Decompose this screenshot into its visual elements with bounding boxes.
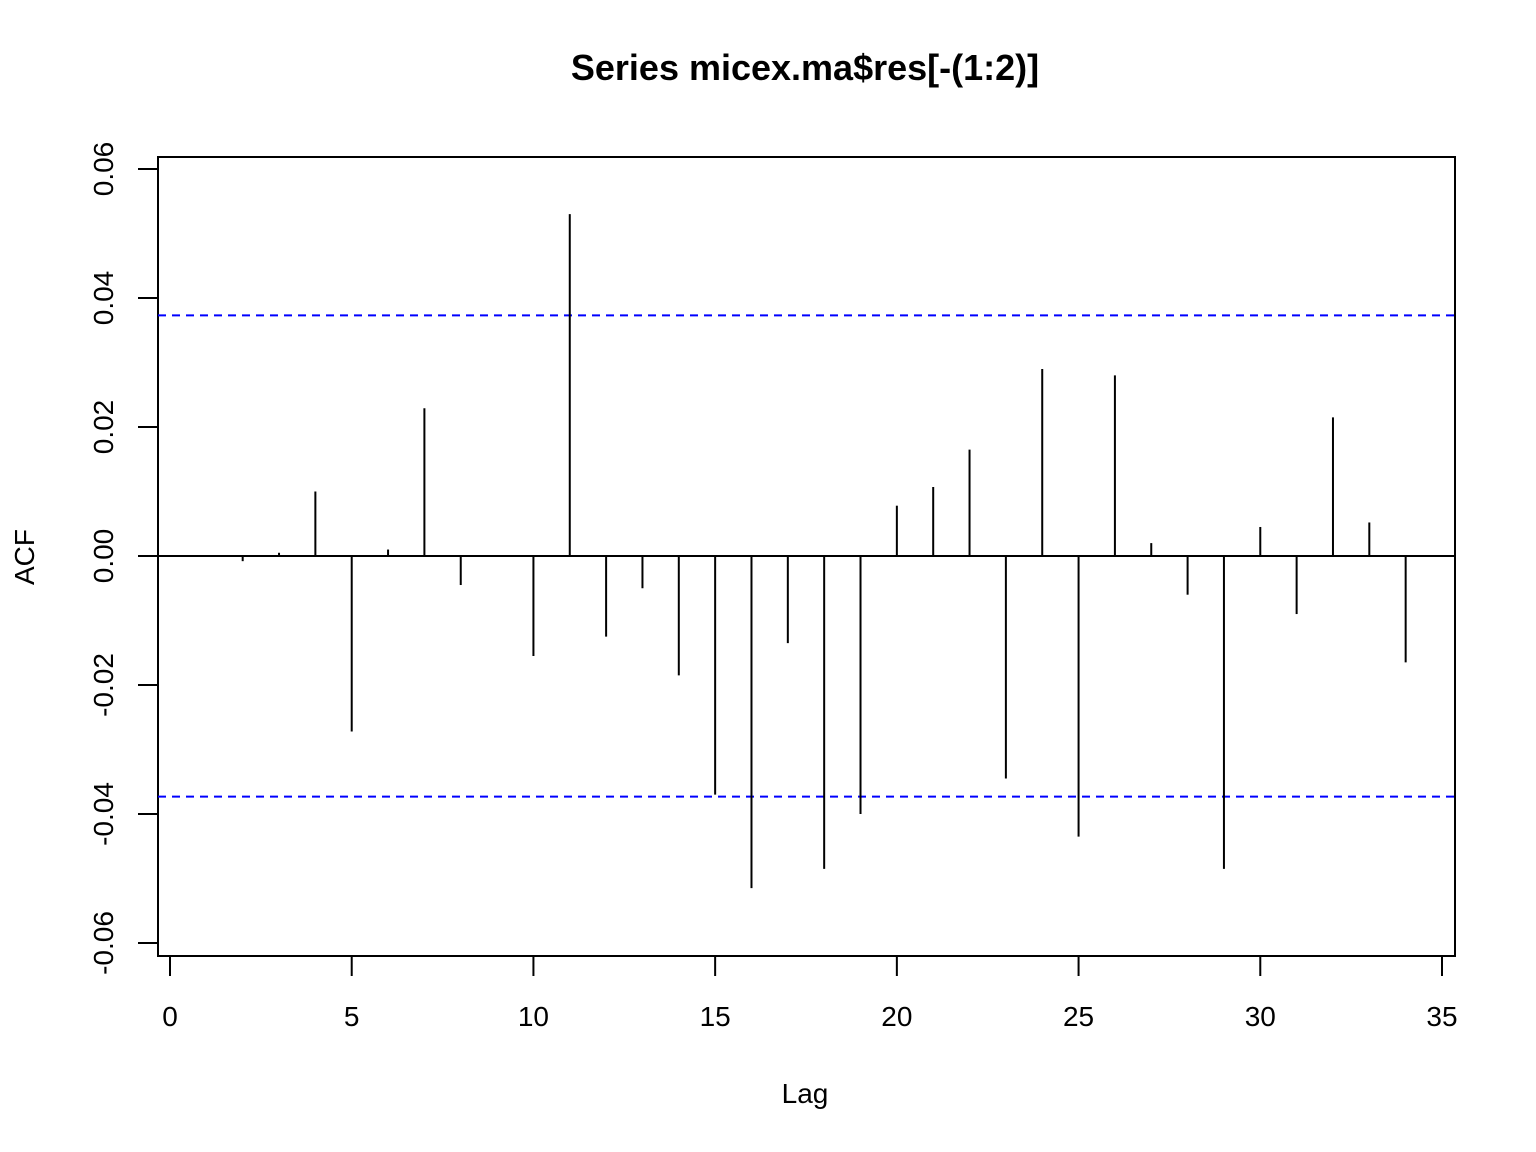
x-tick-label: 30 [1245, 1001, 1276, 1032]
confidence-band-layer [158, 314, 1455, 798]
axes-layer: 0 5 10 15 20 25 30 35 -0.06 -0.04 -0.02 0.00 0.02 0.0… [88, 142, 1458, 1032]
x-tick-label: 35 [1426, 1001, 1457, 1032]
y-axis-label: ACF [9, 529, 40, 585]
y-tick-label: 0.00 [88, 529, 119, 584]
acf-bars-layer [241, 214, 1407, 889]
y-tick-label: 0.02 [88, 400, 119, 455]
y-tick-label: -0.02 [88, 653, 119, 717]
y-tick-label: 0.04 [88, 271, 119, 326]
x-tick-label: 5 [344, 1001, 360, 1032]
x-tick-label: 0 [162, 1001, 178, 1032]
chart-title: Series micex.ma$res[-(1:2)] [571, 47, 1039, 88]
y-tick-label: -0.04 [88, 782, 119, 846]
y-tick-label: -0.06 [88, 911, 119, 975]
x-tick-label: 10 [518, 1001, 549, 1032]
x-axis-label: Lag [782, 1078, 829, 1109]
x-tick-label: 25 [1063, 1001, 1094, 1032]
x-tick-label: 20 [881, 1001, 912, 1032]
y-tick-label: 0.06 [88, 142, 119, 197]
x-tick-label: 15 [700, 1001, 731, 1032]
